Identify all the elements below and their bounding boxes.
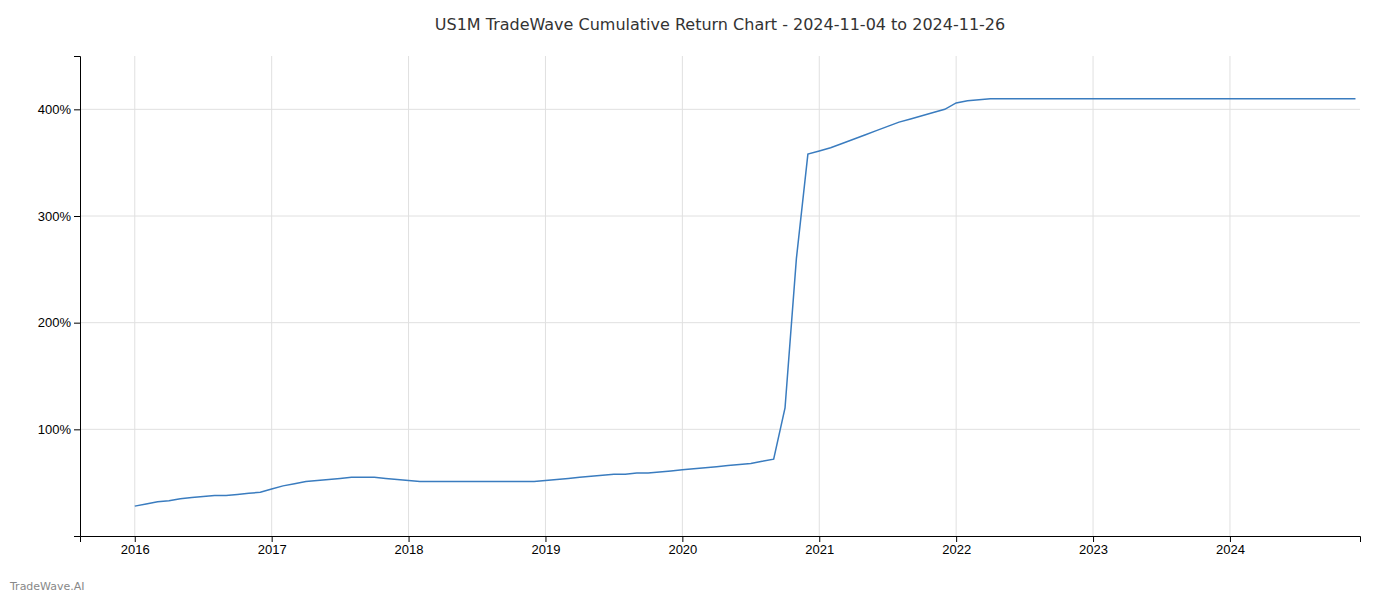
tick-mark — [74, 109, 80, 110]
tick-mark — [1093, 536, 1094, 542]
tick: 2020 — [668, 536, 697, 557]
tick-label: 2023 — [1079, 542, 1108, 557]
axis-line — [81, 537, 1361, 543]
grid-line — [1229, 56, 1230, 536]
tick: 2017 — [258, 536, 287, 557]
y-axis: 100% 200% 300% 400% — [38, 57, 81, 537]
tick-label: 300% — [38, 209, 72, 224]
tick: 2016 — [121, 536, 150, 557]
grid-line — [1093, 56, 1094, 536]
tick: 2024 — [1216, 536, 1245, 557]
plot-area — [135, 99, 1356, 506]
grid-line — [271, 56, 272, 536]
tick-label: 2017 — [258, 542, 287, 557]
tick-mark — [956, 536, 957, 542]
x-axis: 2016 2017 2018 2019 2020 2021 2022 2023 2024 — [81, 536, 1361, 557]
axis-line — [74, 57, 81, 537]
grid-line — [80, 429, 1360, 430]
tick: 2018 — [395, 536, 424, 557]
tick-label: 400% — [38, 102, 72, 117]
tick-label: 200% — [38, 315, 72, 330]
tick-mark — [74, 323, 80, 324]
tick: 400% — [38, 102, 80, 117]
tick-mark — [819, 536, 820, 542]
tick: 2021 — [805, 536, 834, 557]
tick-mark — [409, 536, 410, 542]
tick-label: 2018 — [395, 542, 424, 557]
grid — [80, 56, 1360, 536]
tick: 2019 — [531, 536, 560, 557]
tick-label: 2019 — [531, 542, 560, 557]
tick-label: 2022 — [942, 542, 971, 557]
grid-line — [80, 216, 1360, 217]
grid-line — [545, 56, 546, 536]
tick: 200% — [38, 315, 80, 330]
grid-line — [80, 109, 1360, 110]
grid-line — [408, 56, 409, 536]
annotation: TradeWave.AI — [9, 580, 85, 593]
tick: 100% — [38, 422, 80, 437]
tick-mark — [272, 536, 273, 542]
grid-line — [682, 56, 683, 536]
grid-line — [819, 56, 820, 536]
tick-mark — [682, 536, 683, 542]
tick-mark — [545, 536, 546, 542]
tick-label: 100% — [38, 422, 72, 437]
tick-mark — [135, 536, 136, 542]
tick-label: 2020 — [668, 542, 697, 557]
grid-line — [80, 322, 1360, 323]
tick-label: 2024 — [1216, 542, 1245, 557]
tick: 300% — [38, 209, 80, 224]
title: US1M TradeWave Cumulative Return Chart -… — [435, 15, 1005, 34]
grid-line — [956, 56, 957, 536]
chart: 2016 2017 2018 2019 2020 2021 2022 2023 2024 100%… — [0, 0, 1400, 600]
tick: 2023 — [1079, 536, 1108, 557]
tick: 2022 — [942, 536, 971, 557]
tick-mark — [74, 216, 80, 217]
line — [135, 99, 1356, 506]
tick-mark — [74, 429, 80, 430]
grid-line — [134, 56, 135, 536]
tick-label: 2016 — [121, 542, 150, 557]
tick-mark — [1230, 536, 1231, 542]
tick-label: 2021 — [805, 542, 834, 557]
